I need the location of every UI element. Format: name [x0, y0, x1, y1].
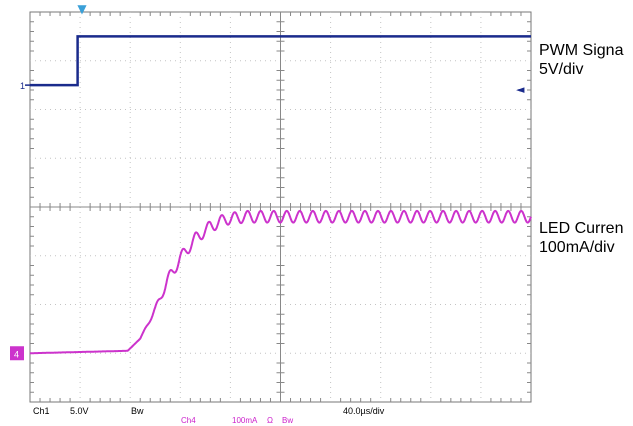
status-ch4: Ch4 — [181, 416, 196, 425]
ch4-ground-label: 4 — [14, 349, 19, 359]
status-timebase: 40.0µs/div — [343, 406, 385, 416]
graticule — [29, 11, 532, 403]
channel-markers: ▼ 1 4 ◄ — [10, 2, 525, 361]
status-ch4-scale: 100mA — [232, 416, 258, 425]
trigger-level-marker: ◄ — [516, 83, 525, 96]
status-ch1-scale: 5.0V — [70, 406, 89, 416]
led-current-label: LED Curren — [539, 220, 624, 237]
status-ch4-coupling: Ω — [267, 416, 273, 425]
status-ch1: Ch1 — [33, 406, 50, 416]
pwm-signal-trace — [30, 35, 531, 87]
ch1-ground-marker: 1 — [20, 81, 25, 91]
waveform-traces — [29, 35, 532, 355]
led-scale-label: 100mA/div — [539, 239, 615, 256]
status-ch4-bw: Bw — [282, 416, 294, 425]
led-current-trace — [29, 209, 532, 355]
trigger-position-marker: ▼ — [77, 2, 87, 16]
pwm-signal-label: PWM Signa — [539, 42, 624, 59]
pwm-scale-label: 5V/div — [539, 61, 584, 78]
ch4-ground-marker — [10, 346, 24, 361]
status-ch1-bw: Bw — [131, 406, 144, 416]
